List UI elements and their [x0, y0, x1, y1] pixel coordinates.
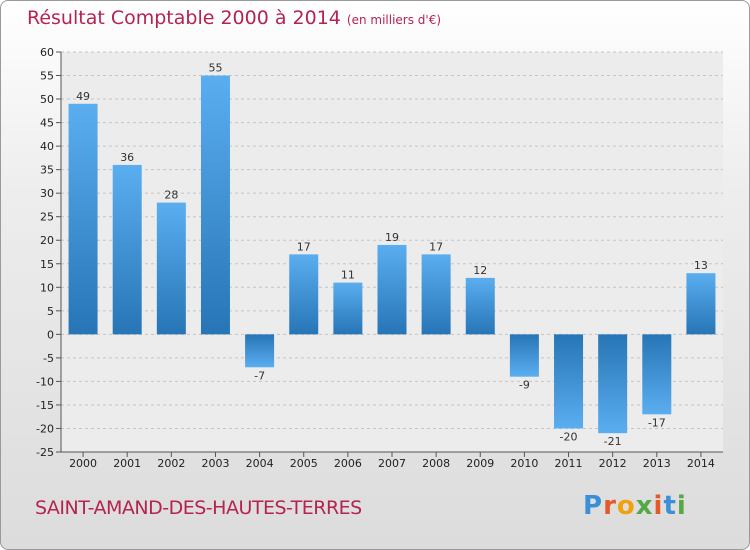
y-tick-label: 50: [40, 93, 54, 106]
y-tick-label: 40: [40, 140, 54, 153]
data-label-2003: 55: [208, 62, 222, 75]
bar-2013: [642, 334, 672, 415]
y-tick-label: 20: [40, 234, 54, 247]
data-label-2013: -17: [648, 416, 666, 429]
title-text: Résultat Comptable 2000 à 2014: [27, 7, 341, 29]
data-label-2009: 12: [473, 264, 487, 277]
y-tick-label: 15: [40, 258, 54, 271]
x-tick-label-2008: 2008: [422, 457, 450, 470]
bar-2006: [333, 282, 363, 335]
x-tick-label-2009: 2009: [466, 457, 494, 470]
bar-2008: [421, 254, 451, 335]
bar-2011: [554, 334, 584, 429]
x-tick-label-2014: 2014: [687, 457, 715, 470]
data-label-2008: 17: [429, 240, 443, 253]
bar-2002: [156, 202, 186, 335]
x-tick-label-2001: 2001: [113, 457, 141, 470]
x-tick-label-2012: 2012: [599, 457, 627, 470]
y-tick-label: -10: [36, 375, 54, 388]
data-label-2012: -21: [604, 435, 622, 448]
bar-2000: [68, 103, 98, 335]
data-label-2005: 17: [297, 240, 311, 253]
y-tick-label: 10: [40, 281, 54, 294]
y-tick-label: 25: [40, 211, 54, 224]
x-tick-label-2010: 2010: [510, 457, 538, 470]
commune-name: SAINT-AMAND-DES-HAUTES-TERRES: [35, 497, 362, 519]
chart-title: Résultat Comptable 2000 à 2014 (en millie…: [27, 7, 441, 29]
data-label-2000: 49: [76, 90, 90, 103]
data-label-2002: 28: [164, 189, 178, 202]
x-tick-label-2000: 2000: [69, 457, 97, 470]
y-tick-label: 60: [40, 46, 54, 59]
y-tick-label: 45: [40, 117, 54, 130]
bar-2010: [509, 334, 539, 377]
logo-letter: r: [603, 491, 617, 521]
x-tick-label-2005: 2005: [290, 457, 318, 470]
bar-2004: [245, 334, 275, 368]
x-tick-label-2011: 2011: [555, 457, 583, 470]
proxiti-logo: Proxiti: [583, 491, 687, 521]
logo-letter: P: [583, 491, 604, 521]
bar-2003: [200, 75, 230, 335]
data-label-2011: -20: [560, 430, 578, 443]
logo-letter: i: [676, 491, 687, 521]
bar-2001: [112, 164, 142, 335]
logo-letter: o: [616, 491, 636, 521]
y-tick-label: 30: [40, 187, 54, 200]
y-tick-label: 55: [40, 70, 54, 83]
data-label-2006: 11: [341, 269, 355, 282]
logo-letter: x: [635, 491, 654, 521]
bar-2014: [686, 273, 716, 335]
y-tick-label: 0: [47, 328, 54, 341]
bar-2007: [377, 244, 407, 335]
data-label-2007: 19: [385, 231, 399, 244]
data-label-2001: 36: [120, 151, 134, 164]
x-tick-label-2003: 2003: [201, 457, 229, 470]
logo-letter: i: [653, 491, 664, 521]
data-label-2014: 13: [694, 259, 708, 272]
x-tick-label-2007: 2007: [378, 457, 406, 470]
chart-subtitle: (en milliers d'€): [346, 13, 442, 27]
y-tick-label: 35: [40, 164, 54, 177]
x-tick-label-2002: 2002: [157, 457, 185, 470]
x-tick-label-2006: 2006: [334, 457, 362, 470]
y-tick-label: -5: [43, 352, 54, 365]
logo-letter: t: [663, 491, 677, 521]
x-tick-label-2013: 2013: [643, 457, 671, 470]
y-tick-label: -20: [36, 422, 54, 435]
y-tick-label: -15: [36, 399, 54, 412]
x-tick-label-2004: 2004: [246, 457, 274, 470]
data-label-2010: -9: [519, 379, 530, 392]
y-tick-label: 5: [47, 305, 54, 318]
y-tick-label: -25: [36, 446, 54, 459]
data-label-2004: -7: [254, 369, 265, 382]
bar-2009: [465, 277, 495, 335]
bar-2005: [289, 254, 319, 335]
bar-2012: [598, 334, 628, 434]
